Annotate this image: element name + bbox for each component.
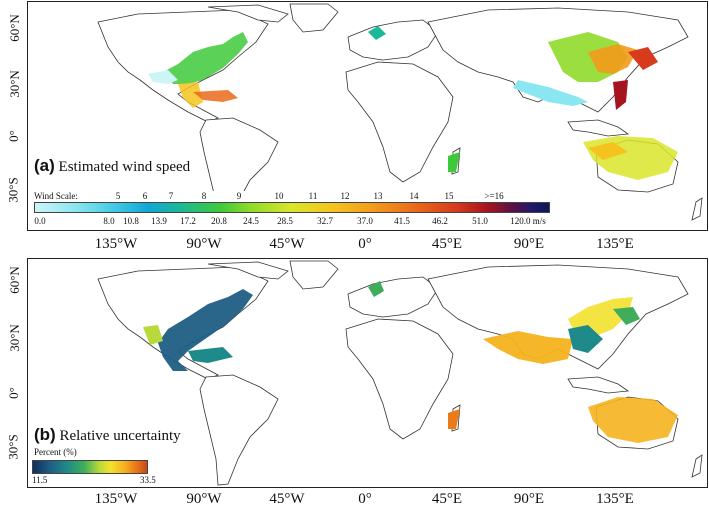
wind-speed-value: 37.0 [357,216,373,226]
wind-scale-number: 11 [308,191,318,201]
wind-scale-number: 6 [142,191,148,201]
wind-scale-label: Wind Scale: [34,191,78,201]
wind-speed-value: 32.7 [317,216,333,226]
panel-b-letter: (b) [34,425,56,444]
wind-scale-legend: Wind Scale: 5 6 7 8 9 10 11 12 13 14 15 … [28,191,558,229]
wind-speed-value: 10.8 [123,216,139,226]
lon-label-90w-b: 90°W [186,491,222,507]
percent-max: 33.5 [140,475,156,485]
wind-speed-value: 13.9 [151,216,167,226]
lat-label-30n-a: 30°N [6,70,22,98]
wind-speed-value: 24.5 [243,216,259,226]
percent-label: Percent (%) [34,447,77,457]
wind-scale-number: 7 [168,191,174,201]
lon-label-90e-a: 90°E [513,236,545,252]
lat-label-30n-b: 30°N [6,324,22,352]
lon-label-90w-a: 90°W [186,236,222,252]
wind-scale-number: 13 [373,191,383,201]
wind-speed-value: 51.0 [472,216,488,226]
lon-label-45e-b: 45°E [431,491,463,507]
wind-speed-value: 8.0 [103,216,115,226]
world-map-b [97,260,703,486]
lon-label-135e-b: 135°E [596,491,634,507]
wind-scale-number: 9 [236,191,242,201]
percent-min: 11.5 [32,475,48,485]
lat-label-60n-a: 60°N [6,14,22,42]
wind-scale-number: >=16 [484,191,504,201]
lon-label-45w-a: 45°W [269,236,305,252]
world-map-a [97,3,703,229]
wind-scale-number: 10 [274,191,284,201]
lat-label-60n-b: 60°N [6,266,22,294]
lat-label-0-b: 0° [5,387,21,399]
wind-speed-value: 17.2 [180,216,196,226]
wind-scale-number: 15 [444,191,454,201]
wind-scale-number: 12 [340,191,350,201]
lon-label-135e-a: 135°E [596,236,634,252]
wind-speed-value: 46.2 [432,216,448,226]
lat-label-30s-a: 30°S [5,177,21,203]
lon-label-135w-a: 135°W [94,236,138,252]
wind-speed-value: 28.5 [277,216,293,226]
wind-scale-number: 5 [115,191,121,201]
panel-b-title: (b) Relative uncertainty [34,425,181,445]
lon-label-45w-b: 45°W [269,491,305,507]
wind-speed-colorbar [34,202,550,213]
panel-relative-uncertainty: (b) Relative uncertainty Percent (%) 11.… [27,258,708,488]
panel-estimated-wind-speed: (a) Estimated wind speed Wind Scale: 5 6… [27,1,708,231]
panel-a-letter: (a) [34,156,55,175]
wind-speed-value: 20.8 [211,216,227,226]
longitude-axis-b: 135°W 90°W 45°W 0° 45°E 90°E 135°E [27,491,706,511]
uncertainty-legend: Percent (%) 11.5 33.5 [28,447,188,487]
lon-label-0-a: 0° [358,236,372,252]
panel-a-title-text: Estimated wind speed [58,159,191,175]
wind-speed-value: 0.0 [34,216,46,226]
wind-scale-number: 8 [201,191,207,201]
panel-a-title: (a) Estimated wind speed [34,156,190,176]
lon-label-0-b: 0° [358,491,372,507]
lat-label-0-a: 0° [5,130,21,142]
wind-speed-value: 41.5 [394,216,410,226]
longitude-axis-a: 135°W 90°W 45°W 0° 45°E 90°E 135°E [27,236,706,256]
lon-label-45e-a: 45°E [431,236,463,252]
wind-speed-value: 120.0 m/s [510,216,546,226]
panel-b-title-text: Relative uncertainty [59,428,181,444]
wind-scale-number: 14 [409,191,419,201]
lon-label-90e-b: 90°E [513,491,545,507]
lat-label-30s-b: 30°S [5,434,21,460]
lon-label-135w-b: 135°W [94,491,138,507]
uncertainty-colorbar [32,460,148,474]
